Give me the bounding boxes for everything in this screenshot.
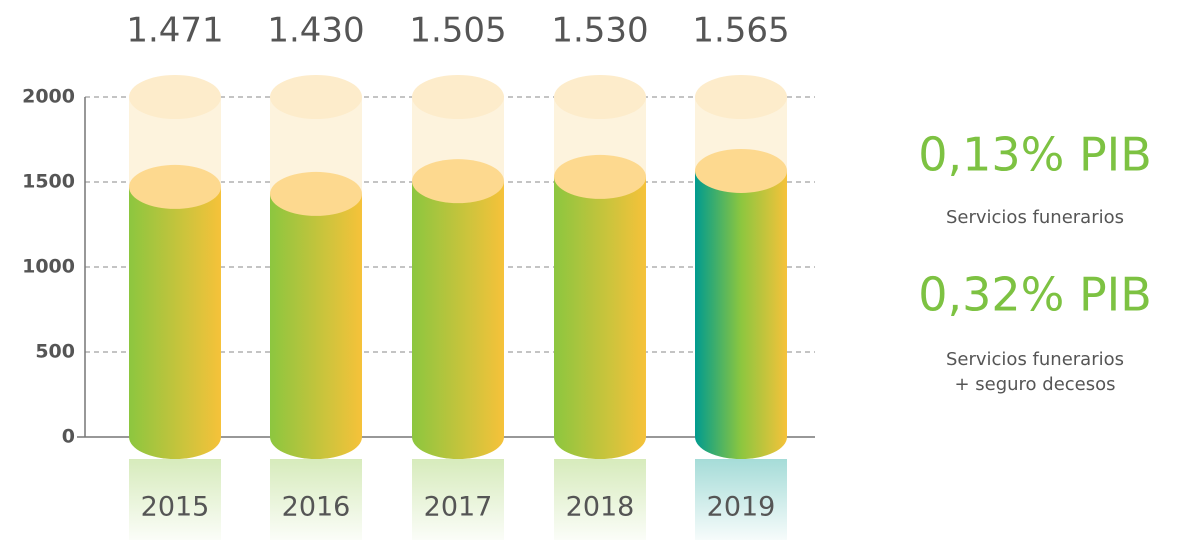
x-tick-label: 2019 <box>707 492 776 523</box>
bar <box>554 176 646 437</box>
annotation-note: Servicios funerarios <box>946 207 1124 228</box>
x-tick-label: 2016 <box>282 492 351 523</box>
y-tick-label: 1500 <box>22 171 75 193</box>
reflection <box>695 459 787 540</box>
bar-top <box>695 148 787 193</box>
x-tick-label: 2015 <box>141 492 210 523</box>
annotation-note: Servicios funerarios <box>946 349 1124 370</box>
cylinder-back-top <box>695 75 787 119</box>
annotation-title: 0,13% PIB <box>918 128 1152 182</box>
cylinder-back-top <box>270 75 362 119</box>
value-label: 1.430 <box>267 11 364 51</box>
y-tick-label: 500 <box>35 341 75 363</box>
bar-top <box>270 171 362 216</box>
cylinder-back-top <box>554 75 646 119</box>
y-tick-label: 2000 <box>22 86 75 108</box>
value-label: 1.471 <box>126 11 223 51</box>
value-label: 1.505 <box>409 11 506 51</box>
annotation-title: 0,32% PIB <box>918 268 1152 322</box>
bar <box>412 181 504 437</box>
value-label: 1.565 <box>692 11 789 51</box>
bar <box>270 193 362 437</box>
y-tick-label: 1000 <box>22 256 75 278</box>
bar <box>129 186 221 437</box>
bar-top <box>554 154 646 199</box>
bar <box>695 170 787 437</box>
reflection <box>270 459 362 540</box>
value-label: 1.530 <box>551 11 648 51</box>
cylinder-back-top <box>129 75 221 119</box>
bar-top <box>129 164 221 209</box>
y-tick-label: 0 <box>62 426 75 448</box>
reflection <box>554 459 646 540</box>
bar-top <box>412 159 504 204</box>
reflection <box>412 459 504 540</box>
reflection <box>129 459 221 540</box>
annotation-note: + seguro decesos <box>954 374 1115 395</box>
x-tick-label: 2017 <box>424 492 493 523</box>
cylinder-back-top <box>412 75 504 119</box>
x-tick-label: 2018 <box>566 492 635 523</box>
